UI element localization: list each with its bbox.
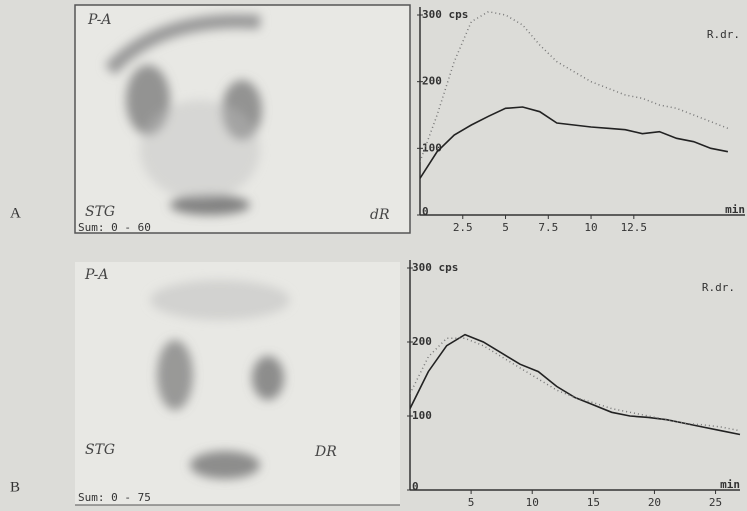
side-label: dR [370, 207, 390, 223]
scan-image-a: P-A STG dR Sum: 0 - 60 [75, 5, 410, 234]
sum-label: Sum: 0 - 75 [78, 491, 151, 504]
y-tick-label: 200 [422, 75, 442, 88]
y-tick-label: 300 cps [412, 261, 458, 274]
patient-label: STG [85, 204, 115, 220]
annotation: R.dr. [702, 281, 735, 294]
view-label: P-A [87, 12, 112, 28]
y-tick-label: 100 [422, 141, 442, 154]
curve [410, 335, 740, 435]
view-label: P-A [84, 267, 109, 283]
x-tick-label: 15 [587, 496, 600, 509]
scan-image-b: P-A STG DR Sum: 0 - 75 [75, 262, 400, 505]
patient-label: STG [85, 442, 115, 458]
y-tick-label: 0 [422, 205, 429, 218]
y-tick-label: 0 [412, 480, 419, 493]
curve [420, 107, 728, 178]
side-label: DR [314, 444, 337, 460]
annotation: R.dr. [707, 28, 740, 41]
x-tick-label: 12.5 [621, 221, 648, 234]
y-tick-label: 100 [412, 409, 432, 422]
curve [410, 338, 740, 431]
plot [420, 12, 728, 179]
panel-label: A [10, 205, 21, 221]
sum-label: Sum: 0 - 60 [78, 221, 151, 234]
x-tick-label: 7.5 [538, 221, 558, 234]
y-tick-label: 300 cps [422, 8, 468, 21]
x-axis-label: min [720, 478, 740, 491]
y-tick-label: 200 [412, 335, 432, 348]
x-tick-label: 25 [709, 496, 722, 509]
panel-label: B [10, 479, 20, 495]
x-tick-label: 2.5 [453, 221, 473, 234]
x-axis-label: min [725, 203, 745, 216]
x-tick-label: 5 [502, 221, 509, 234]
figure: P-A STG dR Sum: 0 - 60 A P-A STG DR Sum:… [0, 0, 747, 511]
plot [410, 335, 740, 435]
x-tick-label: 10 [526, 496, 539, 509]
x-tick-label: 10 [584, 221, 597, 234]
x-tick-label: 20 [648, 496, 661, 509]
x-tick-label: 5 [468, 496, 475, 509]
